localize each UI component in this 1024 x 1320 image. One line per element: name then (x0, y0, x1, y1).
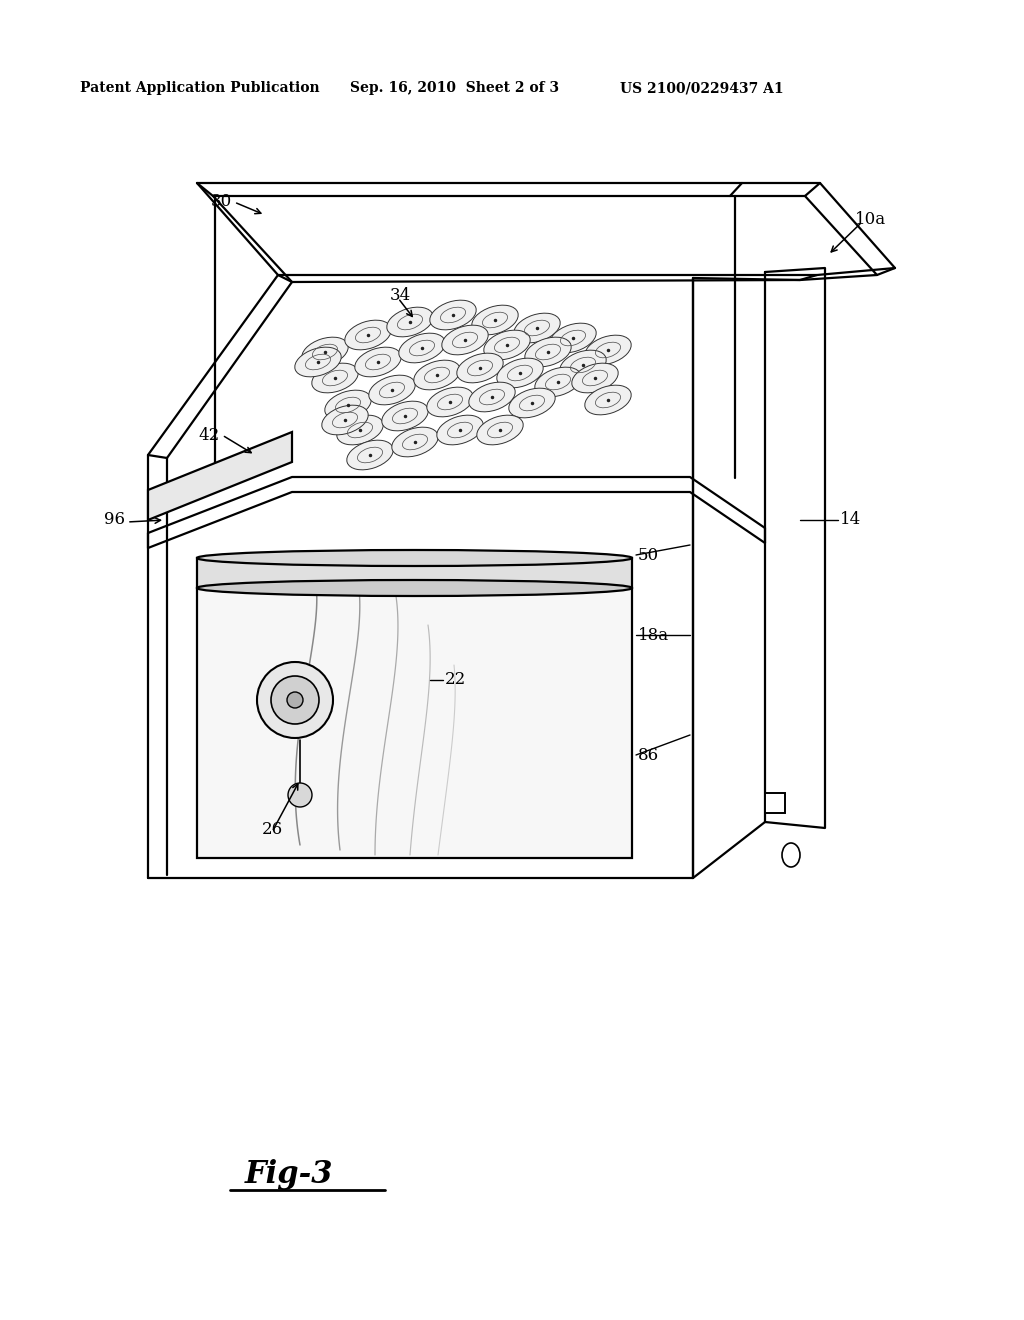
Ellipse shape (497, 358, 543, 388)
Ellipse shape (295, 347, 341, 376)
Ellipse shape (311, 363, 358, 393)
Ellipse shape (430, 300, 476, 330)
Ellipse shape (197, 550, 632, 566)
Ellipse shape (469, 383, 515, 412)
Ellipse shape (524, 337, 571, 367)
Ellipse shape (441, 325, 488, 355)
Ellipse shape (509, 388, 555, 418)
Text: Sep. 16, 2010  Sheet 2 of 3: Sep. 16, 2010 Sheet 2 of 3 (350, 81, 559, 95)
Text: 14: 14 (840, 511, 861, 528)
Text: 86: 86 (638, 747, 659, 763)
Text: 96: 96 (104, 511, 125, 528)
Ellipse shape (585, 385, 631, 414)
Text: 50: 50 (638, 546, 659, 564)
Ellipse shape (322, 405, 369, 434)
Ellipse shape (197, 579, 632, 597)
Text: 42: 42 (199, 426, 220, 444)
Text: Fig-3: Fig-3 (245, 1159, 334, 1191)
Circle shape (287, 692, 303, 708)
Text: 30: 30 (211, 194, 232, 210)
Ellipse shape (354, 347, 401, 376)
Text: 34: 34 (390, 286, 412, 304)
Ellipse shape (414, 360, 460, 389)
Ellipse shape (369, 375, 415, 405)
Ellipse shape (571, 363, 618, 393)
Ellipse shape (477, 416, 523, 445)
Text: 10a: 10a (855, 211, 886, 228)
Ellipse shape (483, 330, 530, 360)
Bar (197, 558, 632, 587)
Text: 18a: 18a (638, 627, 669, 644)
Ellipse shape (392, 428, 438, 457)
Text: Patent Application Publication: Patent Application Publication (80, 81, 319, 95)
Ellipse shape (427, 387, 473, 417)
Ellipse shape (387, 308, 433, 337)
Ellipse shape (345, 321, 391, 350)
Ellipse shape (302, 337, 348, 367)
Text: 22: 22 (445, 672, 466, 689)
Bar (197, 587, 632, 858)
Ellipse shape (325, 391, 372, 420)
Ellipse shape (457, 354, 503, 383)
Ellipse shape (560, 350, 606, 380)
Ellipse shape (550, 323, 596, 352)
Ellipse shape (382, 401, 428, 430)
Circle shape (257, 663, 333, 738)
Ellipse shape (472, 305, 518, 335)
Bar (765, 793, 785, 813)
Ellipse shape (337, 416, 383, 445)
Ellipse shape (398, 333, 445, 363)
Ellipse shape (437, 416, 483, 445)
Ellipse shape (347, 440, 393, 470)
Text: 26: 26 (262, 821, 283, 838)
Circle shape (271, 676, 319, 723)
Circle shape (288, 783, 312, 807)
Ellipse shape (782, 843, 800, 867)
Polygon shape (148, 432, 292, 520)
Ellipse shape (535, 367, 582, 397)
Ellipse shape (514, 313, 560, 343)
Text: US 2100/0229437 A1: US 2100/0229437 A1 (620, 81, 783, 95)
Ellipse shape (585, 335, 631, 364)
